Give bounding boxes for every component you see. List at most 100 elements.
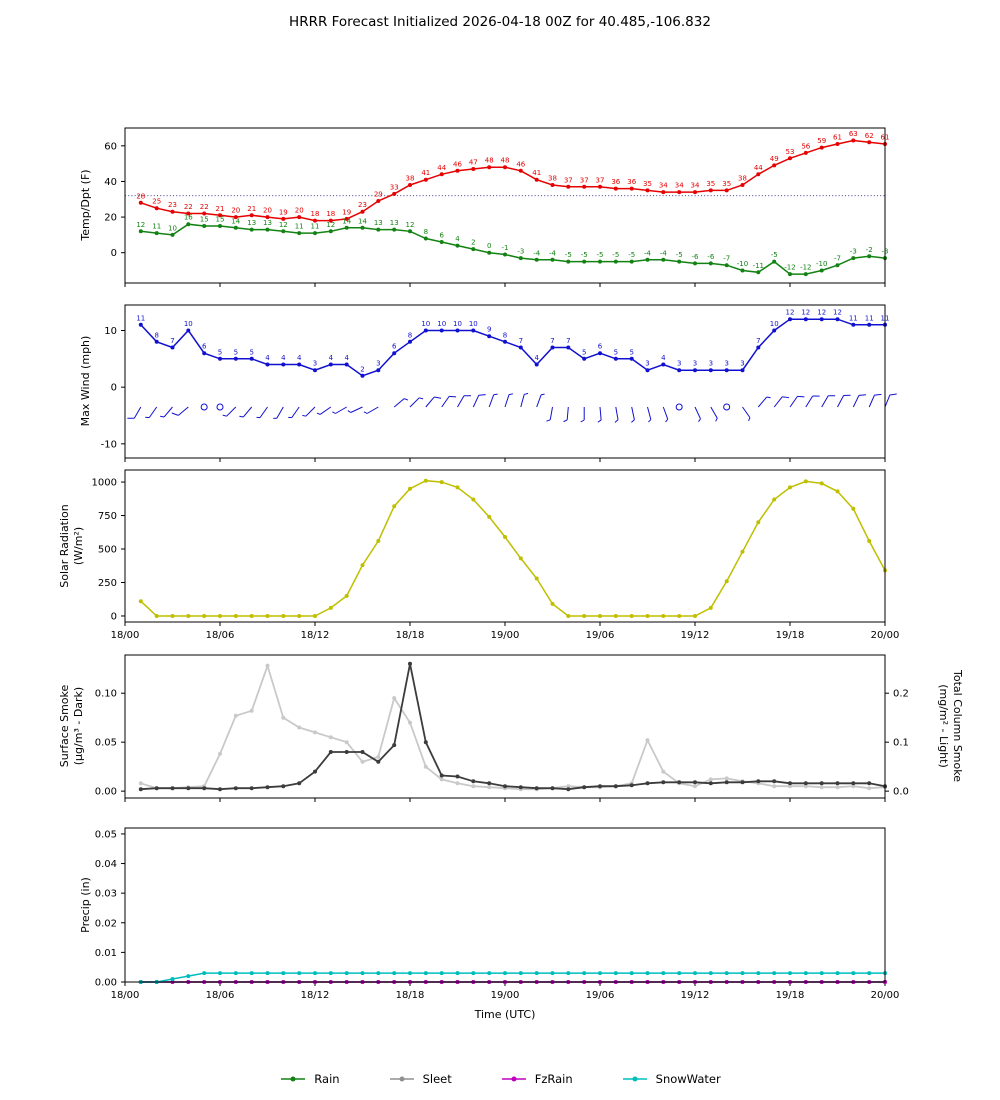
legend-swatch-sleet — [389, 1076, 414, 1082]
wind-barb-icon — [222, 406, 237, 417]
point-value-label: 63 — [849, 130, 858, 138]
wind-barb-icon — [614, 406, 619, 423]
point-value-label: 12 — [817, 309, 826, 317]
data-point — [408, 971, 412, 976]
legend-item-snowwater: SnowWater — [621, 1072, 721, 1086]
data-point — [788, 272, 792, 277]
point-value-label: 37 — [596, 176, 605, 184]
x-tick-label: 19/18 — [776, 990, 805, 1001]
data-point — [281, 229, 286, 234]
data-point — [677, 259, 682, 264]
x-tick-label: 18/12 — [301, 990, 330, 1001]
data-point — [819, 317, 824, 322]
data-point — [661, 971, 666, 976]
point-value-label: 12 — [326, 221, 335, 229]
x-tick-label: 20/00 — [871, 990, 900, 1001]
data-point — [313, 614, 317, 618]
point-value-label: 20 — [295, 207, 304, 215]
data-point — [566, 614, 571, 618]
data-point — [313, 730, 317, 735]
panel-frame — [124, 304, 886, 459]
data-point — [218, 356, 222, 361]
y-tick-label: 0.04 — [95, 859, 117, 870]
y-tick-label: 20 — [104, 213, 117, 224]
y-axis-label-line: (mg/m² - Light) — [937, 684, 950, 768]
point-value-label: 4 — [297, 354, 302, 362]
data-point — [724, 971, 729, 976]
data-point — [408, 339, 412, 344]
wind-barb-icon — [520, 392, 529, 408]
wind-barb-icon — [536, 393, 545, 408]
data-point — [360, 750, 365, 754]
data-point — [566, 259, 571, 264]
data-point — [724, 579, 729, 584]
point-value-label: 7 — [170, 337, 174, 345]
data-point — [439, 240, 444, 244]
y-axis-label-total-column-smoke: Total Column Smoke (mg/m² - Light) — [936, 670, 964, 782]
data-point — [819, 781, 824, 786]
data-point — [392, 351, 397, 356]
data-point — [408, 183, 412, 187]
point-value-label: 10 — [770, 320, 779, 328]
data-point — [408, 486, 412, 491]
data-point — [249, 786, 254, 791]
series-line — [140, 223, 886, 275]
data-point — [281, 216, 286, 221]
data-point — [645, 971, 650, 976]
x-tick-label: 20/00 — [871, 630, 900, 641]
data-point — [154, 339, 159, 344]
point-value-label: -5 — [676, 251, 683, 259]
panel-frame — [124, 127, 886, 284]
legend: Rain Sleet FzRain SnowWater — [0, 1072, 1000, 1086]
data-point — [740, 183, 745, 187]
data-point — [851, 506, 856, 511]
wind-barb-icon — [563, 406, 569, 423]
point-value-label: 44 — [754, 164, 763, 172]
data-point — [439, 971, 444, 976]
point-value-label: 2 — [360, 365, 364, 373]
data-point — [582, 184, 587, 189]
panel-frame — [124, 827, 886, 983]
data-point — [423, 971, 428, 976]
point-value-label: 3 — [677, 360, 681, 368]
data-point — [788, 784, 792, 789]
point-value-label: -5 — [612, 251, 619, 259]
data-point — [819, 785, 824, 790]
data-point — [788, 781, 792, 786]
point-value-label: 18 — [326, 210, 335, 218]
data-point — [138, 599, 143, 604]
legend-label-fzrain: FzRain — [534, 1072, 573, 1086]
data-point — [328, 971, 333, 976]
data-point — [835, 781, 840, 786]
data-point — [677, 971, 682, 976]
data-point — [138, 787, 143, 792]
data-point — [661, 780, 666, 785]
data-point — [677, 780, 682, 785]
data-point — [360, 373, 365, 378]
data-point — [392, 504, 397, 509]
series-line — [140, 663, 886, 791]
data-point — [503, 971, 507, 976]
wind-barb-icon — [160, 406, 173, 418]
data-point — [313, 368, 317, 373]
data-point — [693, 971, 697, 976]
data-point — [186, 328, 191, 333]
legend-item-rain: Rain — [279, 1072, 340, 1086]
data-point — [408, 661, 412, 666]
data-point — [740, 971, 745, 976]
series-temperature: 28 25 23 22 22 21 20 21 20 19 20 18 18 19 23 29 33 38 41 44… — [136, 130, 889, 223]
y-tick-label: 0.03 — [95, 889, 117, 900]
point-value-label: 48 — [501, 157, 510, 165]
data-point — [518, 168, 523, 173]
data-point — [186, 614, 191, 618]
y-axis-label-line: Surface Smoke — [58, 684, 71, 768]
data-point — [218, 614, 222, 618]
page-title: HRRR Forecast Initialized 2026-04-18 00Z… — [289, 14, 711, 30]
y-tick-right-label: 0.0 — [893, 787, 909, 798]
point-value-label: 37 — [580, 176, 589, 184]
data-point — [772, 328, 777, 333]
wind-barb-icon — [347, 406, 363, 413]
y-axis-label-temp: Temp/Dpt (F) — [79, 169, 92, 241]
data-point — [392, 743, 397, 748]
